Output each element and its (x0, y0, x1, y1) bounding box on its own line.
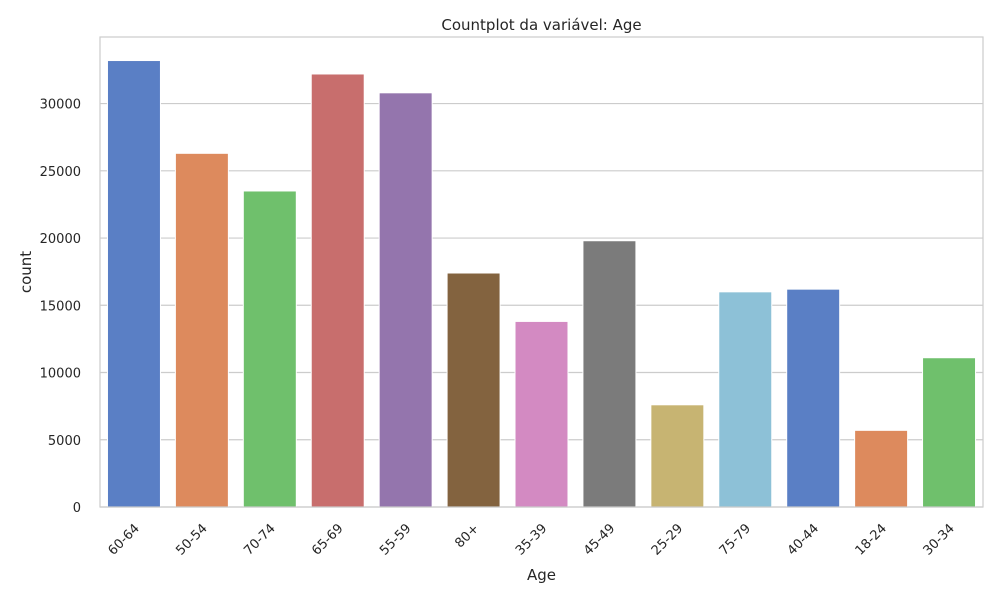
y-tick-label: 30000 (40, 98, 81, 113)
x-tick-label: 18-24 (853, 521, 890, 558)
x-tick-label: 65-69 (309, 521, 346, 558)
y-tick-label: 5000 (48, 434, 81, 449)
y-axis-ticks: 0 5000 10000 15000 20000 25000 30000 (40, 98, 81, 516)
plot-frame (99, 36, 984, 508)
x-tick-label: 80+ (452, 521, 482, 551)
x-tick-label: 75-79 (717, 521, 754, 558)
bar-25-29 (650, 404, 705, 508)
bar-45-49 (582, 240, 637, 508)
bar-50-54 (174, 152, 229, 508)
x-tick-label: 55-59 (377, 521, 414, 558)
x-tick-label: 45-49 (581, 521, 618, 558)
x-tick-label: 60-64 (105, 521, 142, 558)
bar-65-69 (310, 73, 365, 508)
x-tick-label: 50-54 (173, 521, 210, 558)
x-tick-label: 35-39 (513, 521, 550, 558)
y-tick-label: 20000 (40, 232, 81, 247)
x-tick-label: 40-44 (785, 521, 822, 558)
chart-title: Countplot da variável: Age (441, 16, 641, 34)
bar-60-64 (106, 60, 161, 508)
y-tick-label: 0 (73, 501, 81, 516)
y-tick-label: 15000 (40, 299, 81, 314)
x-axis-ticks: 60-64 50-54 70-74 65-69 55-59 80+ 35-39 45-49 25… (105, 521, 957, 558)
x-tick-label: 30-34 (921, 521, 958, 558)
bar-70-74 (242, 190, 297, 508)
x-tick-label: 25-29 (649, 521, 686, 558)
y-tick-label: 25000 (40, 165, 81, 180)
bar-75-79 (718, 291, 773, 508)
x-axis-label: Age (527, 566, 556, 584)
y-tick-label: 10000 (40, 367, 81, 382)
y-axis-label: count (17, 251, 35, 293)
bar-30-34 (922, 357, 977, 508)
bar-80+ (446, 272, 501, 508)
bar-18-24 (854, 429, 909, 508)
bars-layer (106, 60, 977, 508)
x-tick-label: 70-74 (241, 521, 278, 558)
bar-40-44 (786, 288, 841, 508)
bar-35-39 (514, 320, 569, 508)
bar-55-59 (378, 92, 433, 508)
